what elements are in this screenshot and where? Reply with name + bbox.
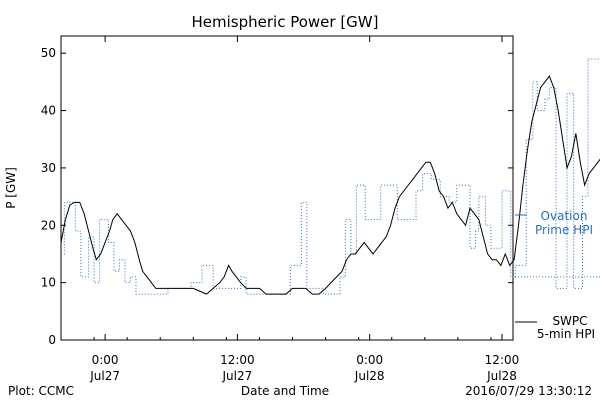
- chart-title: Hemispheric Power [GW]: [192, 13, 379, 31]
- legend-ovation-line1: Ovation: [541, 209, 588, 223]
- y-tick-label: 10: [41, 276, 56, 290]
- x-tick-label-time: 12:00: [220, 353, 255, 367]
- footer-xlabel: Date and Time: [241, 384, 329, 398]
- y-axis-label: P [GW]: [4, 167, 18, 209]
- x-tick-label-date: Jul27: [222, 369, 253, 383]
- x-axis-ticks: 0:00Jul2712:00Jul270:00Jul2812:00Jul280:…: [60, 36, 520, 383]
- series-ovation-line: [61, 58, 600, 295]
- series-layer: [60, 58, 600, 295]
- legend-swpc-line2: 5-min HPI: [537, 327, 595, 341]
- x-tick-label-date: Jul27: [89, 369, 120, 383]
- footer-timestamp: 2016/07/29 13:30:12: [465, 384, 592, 398]
- x-tick-label-time: 0:00: [356, 353, 383, 367]
- y-tick-label: 40: [41, 104, 56, 118]
- x-tick-label-date: Jul28: [486, 369, 517, 383]
- x-tick-label-time: 0:00: [92, 353, 119, 367]
- y-tick-label: 0: [48, 333, 56, 347]
- series-swpc-line: [60, 75, 600, 295]
- y-tick-label: 30: [41, 161, 56, 175]
- x-tick-label-date: Jul28: [354, 369, 385, 383]
- legend-swpc-line1: SWPC: [552, 314, 587, 328]
- y-tick-label: 20: [41, 218, 56, 232]
- footer-plot-credit: Plot: CCMC: [8, 384, 74, 398]
- x-tick-label-time: 12:00: [485, 353, 520, 367]
- y-tick-label: 50: [41, 46, 56, 60]
- plot-frame: [60, 35, 514, 341]
- y-axis-ticks: 0 10 20 30 40 50: [41, 46, 513, 347]
- legend-ovation-line2: Prime HPI: [535, 223, 593, 237]
